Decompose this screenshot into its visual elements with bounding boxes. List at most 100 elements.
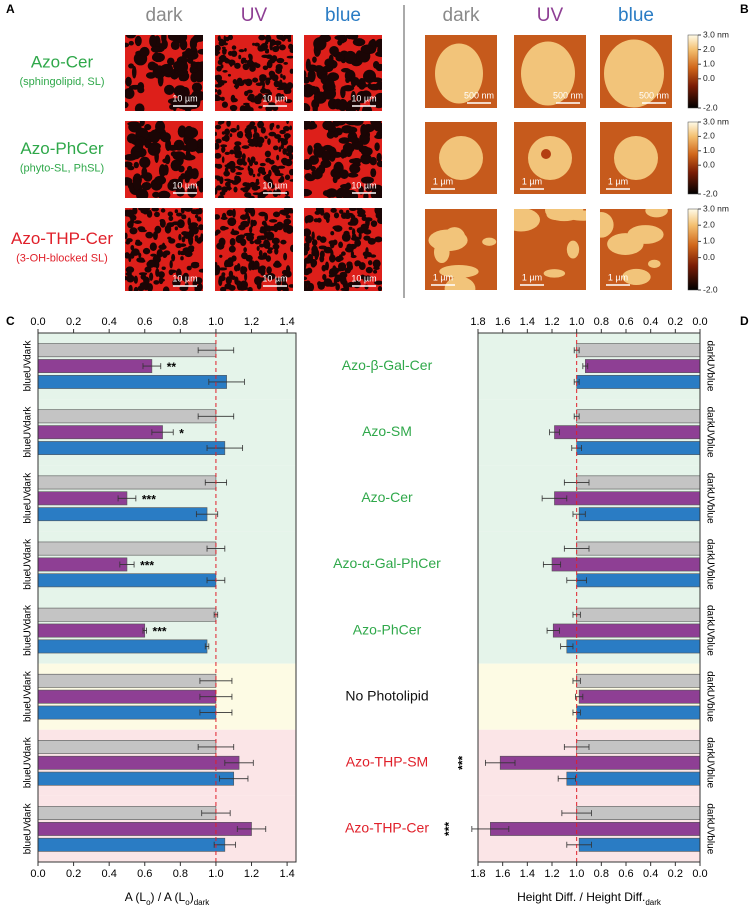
domain [604,39,664,108]
domain [272,211,281,218]
domain [284,99,293,104]
domain [221,136,227,141]
domain [174,209,179,214]
domain [218,237,226,247]
domain [249,240,255,245]
x-tick-label-top: 0.2 [668,316,683,328]
domain [173,60,185,72]
fluorescence-image: 10 µm [215,121,293,198]
domain [138,229,147,233]
domain [248,53,252,59]
series-label: dark [704,539,715,559]
domain [158,244,167,250]
domain [253,125,257,134]
bar [37,740,217,754]
x-axis-title-part: Height Diff. / Height Diff. [517,890,645,904]
domain [366,251,372,258]
plot-frame [37,332,297,863]
domain [264,213,269,222]
bar [490,822,701,836]
domain [281,223,290,227]
domain [217,195,225,198]
domain [232,208,236,218]
domain [168,238,176,244]
domain [255,181,260,186]
domain [220,96,225,101]
domain [278,44,286,51]
afm-image: 1 µm [514,122,586,194]
domain [324,78,335,91]
domain [374,236,382,243]
domain [251,184,259,191]
domain [246,59,254,66]
domain [439,265,479,278]
domain [133,275,138,284]
column-header: dark [443,5,480,26]
series-label: dark [23,472,34,492]
domain [224,151,230,156]
domain [229,149,235,155]
domain [254,63,261,69]
error-bar [213,841,236,848]
domain [222,48,227,55]
domain [311,169,323,180]
bar [37,573,217,588]
bar [37,441,226,455]
domain [221,156,225,163]
domain [286,55,293,59]
domain [361,176,374,184]
series-label: UV [23,425,34,439]
domain [181,236,186,243]
domain [374,208,378,214]
afm-image: 1 µm [514,209,586,290]
domain [339,209,344,214]
domain [194,70,203,83]
domain [170,159,181,172]
domain [600,212,614,238]
bar [578,507,701,522]
domain [373,60,380,69]
domain [248,168,254,176]
domain [272,243,280,250]
domain [304,249,308,256]
domain [179,39,188,51]
domain [279,129,286,135]
domain [215,185,222,191]
domain [145,231,154,239]
domain [234,141,242,146]
domain [263,174,271,182]
series-label: blue [23,570,34,589]
domain [198,268,203,273]
domain [305,214,314,223]
bar [576,607,701,622]
domain [266,266,272,275]
domain [128,63,135,69]
domain [289,179,293,182]
domain [283,252,288,261]
x-tick-label-bottom: 1.0 [569,868,584,880]
domain [265,78,270,86]
domain [307,254,314,262]
x-tick-label-top: 0.6 [137,316,152,328]
error-bar [572,677,581,684]
scale-bar-label: 1 µm [433,272,453,282]
domain [233,265,239,272]
scale-bar-label: 10 µm [351,180,376,190]
domain [283,87,290,95]
significance-label: * [179,426,184,440]
domain [284,134,289,140]
domain [322,144,333,151]
domain [242,186,249,193]
bar [37,375,227,389]
domain [230,127,237,133]
domain [284,196,291,198]
domain [170,40,180,51]
domain [144,124,152,131]
domain [164,84,175,95]
domain [242,63,250,71]
x-tick-label-top: 1.4 [520,316,535,328]
domain [125,35,136,39]
domain [171,221,181,226]
error-bar [119,561,135,568]
